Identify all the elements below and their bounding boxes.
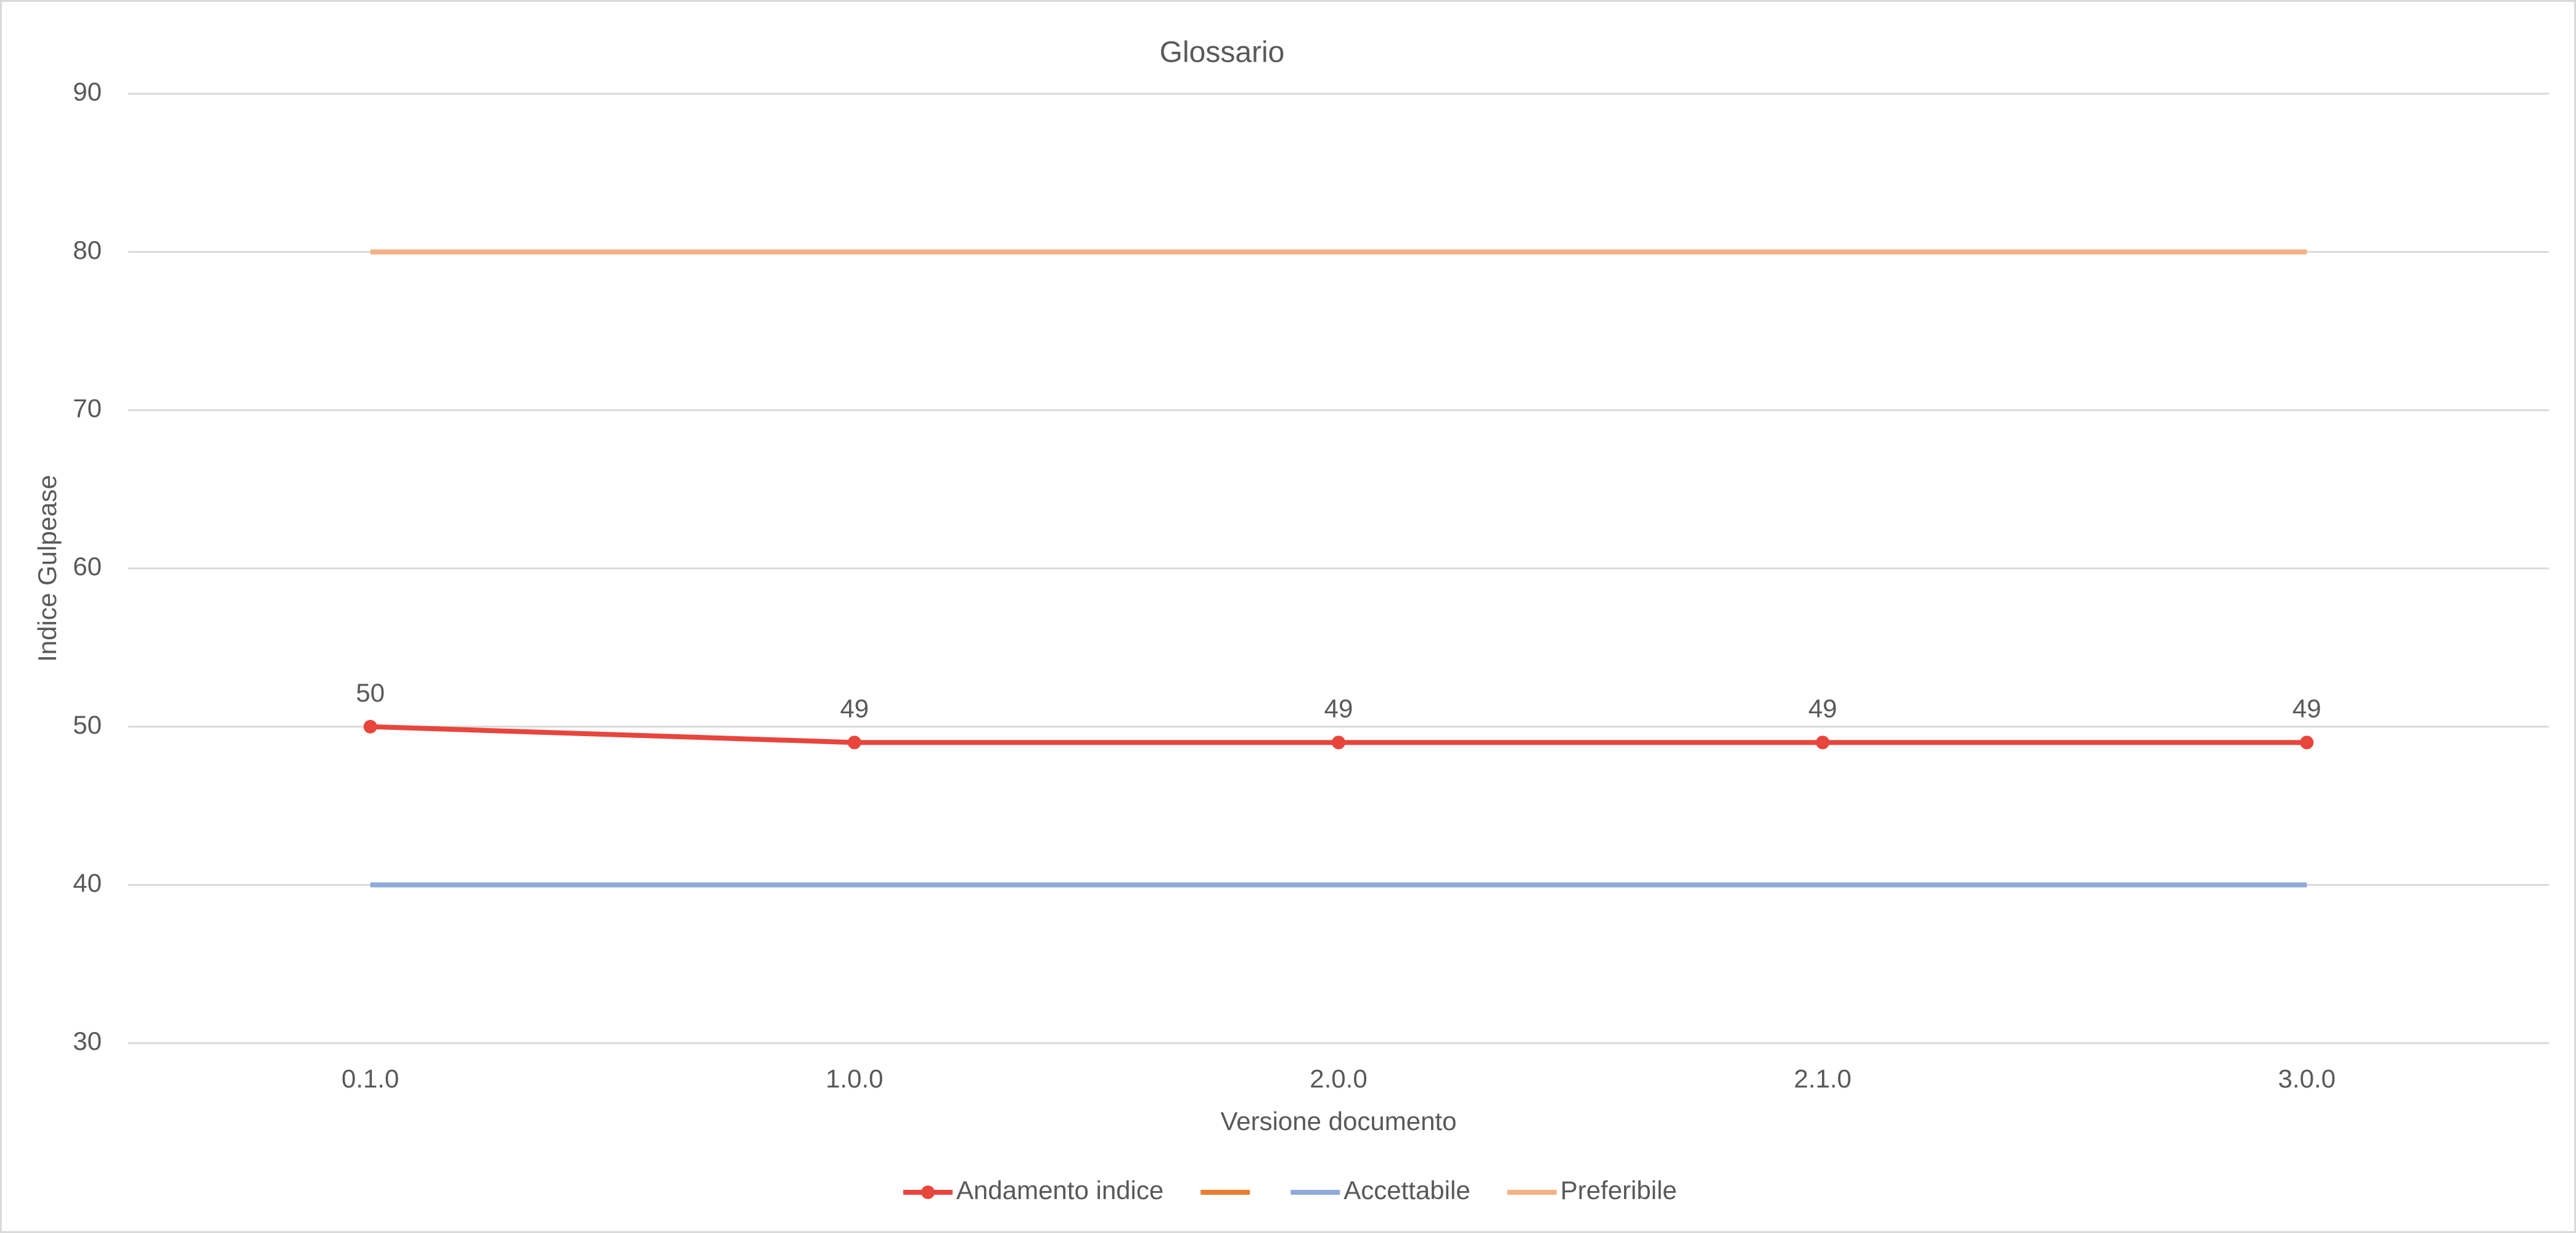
x-tick-label: 3.0.0: [2278, 1064, 2336, 1093]
y-tick-label: 40: [73, 868, 102, 897]
data-label: 49: [2292, 694, 2321, 723]
y-axis-label: Indice Gulpease: [33, 475, 62, 662]
legend-marker: [921, 1186, 935, 1199]
x-tick-label: 2.0.0: [1310, 1064, 1367, 1093]
data-label: 50: [356, 678, 385, 707]
x-tick-label: 1.0.0: [826, 1064, 883, 1093]
legend-label: Accettabile: [1343, 1176, 1470, 1205]
marker: [2300, 735, 2314, 750]
x-tick-label: 0.1.0: [342, 1064, 399, 1093]
y-tick-label: 80: [73, 236, 102, 264]
marker: [1816, 735, 1830, 750]
x-axis-label: Versione documento: [1221, 1107, 1457, 1136]
chart-title: Glossario: [1160, 36, 1285, 69]
y-tick-label: 60: [73, 552, 102, 581]
marker: [1332, 735, 1345, 750]
data-label: 49: [1324, 694, 1353, 723]
marker: [847, 735, 861, 750]
y-tick-label: 30: [73, 1026, 102, 1055]
y-tick-label: 90: [73, 77, 102, 106]
data-label: 49: [1808, 694, 1837, 723]
data-label: 49: [840, 694, 869, 723]
marker: [363, 719, 377, 734]
y-tick-label: 50: [73, 710, 102, 739]
legend-label: Andamento indice: [956, 1176, 1163, 1205]
legend-label: Preferibile: [1561, 1176, 1677, 1205]
x-tick-label: 2.1.0: [1794, 1064, 1851, 1093]
y-tick-label: 70: [73, 393, 102, 422]
